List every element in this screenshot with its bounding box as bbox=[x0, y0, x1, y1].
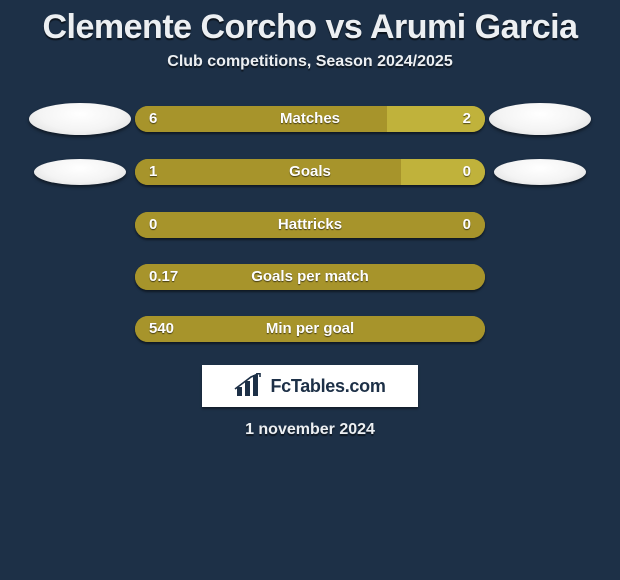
stat-bar: 6 Matches 2 bbox=[135, 106, 485, 132]
stat-value-left: 6 bbox=[149, 110, 157, 127]
avatar-right bbox=[485, 209, 595, 241]
footer-date: 1 november 2024 bbox=[0, 421, 620, 439]
avatar-left bbox=[25, 209, 135, 241]
bar-right-fill bbox=[401, 159, 485, 185]
logo-text: FcTables.com bbox=[270, 376, 385, 397]
stat-value-right: 2 bbox=[463, 110, 471, 127]
avatar-placeholder-icon bbox=[34, 159, 126, 185]
avatar-placeholder-icon bbox=[489, 103, 591, 135]
stat-label: Min per goal bbox=[266, 320, 354, 337]
stat-row: 6 Matches 2 bbox=[0, 103, 620, 135]
stat-value-right: 0 bbox=[463, 216, 471, 233]
stat-value-left: 0 bbox=[149, 216, 157, 233]
avatar-right bbox=[485, 313, 595, 345]
stat-bar: 0 Hattricks 0 bbox=[135, 212, 485, 238]
stat-value-left: 1 bbox=[149, 163, 157, 180]
stat-bar: 540 Min per goal bbox=[135, 316, 485, 342]
comparison-rows: 6 Matches 2 1 Goals 0 0 Hattricks 0 0.17 Goals per… bbox=[0, 103, 620, 345]
stat-row: 1 Goals 0 bbox=[0, 159, 620, 185]
subtitle: Club competitions, Season 2024/2025 bbox=[0, 53, 620, 71]
stat-row: 540 Min per goal bbox=[0, 313, 620, 345]
stat-label: Goals per match bbox=[251, 268, 369, 285]
stat-bar: 1 Goals 0 bbox=[135, 159, 485, 185]
stat-label: Matches bbox=[280, 110, 340, 127]
avatar-placeholder-icon bbox=[29, 103, 131, 135]
page-title: Clemente Corcho vs Arumi Garcia bbox=[0, 6, 620, 53]
logo[interactable]: FcTables.com bbox=[202, 365, 418, 407]
stat-value-left: 0.17 bbox=[149, 268, 178, 285]
avatar-right bbox=[485, 159, 595, 185]
stat-label: Hattricks bbox=[278, 216, 342, 233]
avatar-placeholder-icon bbox=[494, 159, 586, 185]
stat-row: 0 Hattricks 0 bbox=[0, 209, 620, 241]
chart-icon bbox=[234, 373, 262, 399]
avatar-left bbox=[25, 159, 135, 185]
bar-left-fill bbox=[135, 106, 387, 132]
avatar-left bbox=[25, 261, 135, 293]
avatar-left bbox=[25, 103, 135, 135]
stat-value-left: 540 bbox=[149, 320, 174, 337]
stat-label: Goals bbox=[289, 163, 331, 180]
stat-row: 0.17 Goals per match bbox=[0, 261, 620, 293]
avatar-right bbox=[485, 261, 595, 293]
avatar-left bbox=[25, 313, 135, 345]
stat-value-right: 0 bbox=[463, 163, 471, 180]
bar-left-fill bbox=[135, 159, 401, 185]
stat-bar: 0.17 Goals per match bbox=[135, 264, 485, 290]
avatar-right bbox=[485, 103, 595, 135]
